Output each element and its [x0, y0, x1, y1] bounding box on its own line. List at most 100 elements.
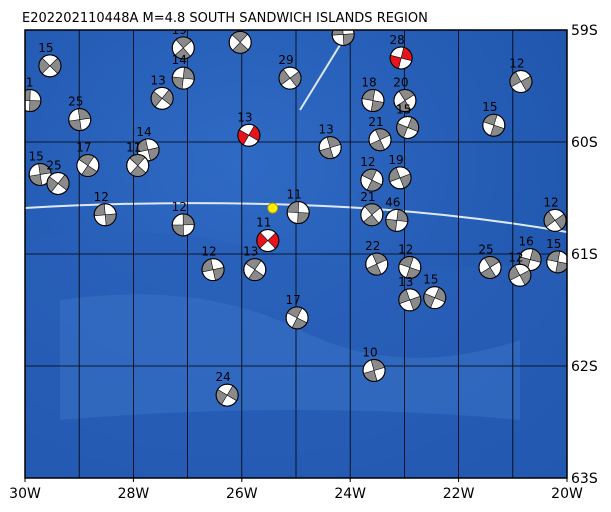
- beachball-edge: [318, 136, 342, 160]
- beachball-edge: [368, 128, 392, 152]
- depth-label: 11: [287, 188, 302, 202]
- focal-mechanism: [201, 258, 225, 282]
- depth-label: 21: [368, 115, 383, 129]
- focal-mechanism: [126, 154, 150, 178]
- depth-label: 12: [509, 57, 524, 71]
- beachball-edge: [285, 306, 309, 330]
- beachball-edge: [237, 123, 261, 147]
- beachball-edge: [76, 154, 100, 178]
- focal-mechanism: [482, 113, 506, 137]
- depth-label: 13: [237, 110, 252, 124]
- depth-label: 12: [172, 200, 187, 214]
- focal-mechanism: [360, 168, 384, 192]
- x-tick-label: 20W: [551, 486, 583, 502]
- focal-mechanism: [398, 255, 422, 279]
- depth-label: 16: [519, 235, 534, 249]
- focal-mechanism: [546, 250, 567, 274]
- beachball-edge: [331, 30, 355, 46]
- beachball-edge: [201, 258, 225, 282]
- focal-mechanism: [68, 108, 92, 132]
- fracture-zone: [299, 44, 341, 111]
- focal-mechanism: [423, 286, 447, 310]
- focal-mechanism: [318, 136, 342, 160]
- focal-mechanism: [28, 162, 52, 186]
- depth-label: 11: [256, 216, 271, 230]
- y-tick-label: 62S: [571, 359, 598, 375]
- beachball-edge: [398, 288, 422, 312]
- focal-mechanism: [76, 154, 100, 178]
- depth-label: 28: [390, 33, 405, 47]
- x-tick-label: 30W: [9, 486, 41, 502]
- depth-label: 20: [393, 76, 408, 90]
- depth-label: 15: [396, 102, 411, 116]
- beachball-edge: [423, 286, 447, 310]
- beachball-edge: [543, 208, 567, 232]
- beachball-edge: [171, 66, 195, 90]
- x-tick-label: 26W: [226, 486, 258, 502]
- beachball-edge: [509, 70, 533, 94]
- focal-mechanism: [385, 208, 409, 232]
- depth-label: 17: [285, 293, 300, 307]
- focal-mechanism: [25, 89, 42, 113]
- y-tick-label: 59S: [571, 23, 598, 39]
- depth-label: 29: [278, 53, 293, 67]
- beachball-edge: [482, 113, 506, 137]
- focal-mechanism: [286, 201, 310, 225]
- depth-label: 15: [38, 41, 53, 55]
- focal-mechanism: [478, 255, 502, 279]
- focal-mechanism: [362, 358, 386, 382]
- y-tick-label: 63S: [571, 471, 598, 487]
- beachball-edge: [171, 36, 195, 60]
- depth-label: 12: [360, 155, 375, 169]
- depth-label: 18: [361, 76, 376, 90]
- depth-label: 12: [398, 242, 413, 256]
- depth-label: 15: [423, 273, 438, 287]
- x-tick-label: 22W: [443, 486, 475, 502]
- focal-mechanism: [150, 86, 174, 110]
- focal-mechanism: [237, 123, 261, 147]
- beachball-edge: [243, 258, 267, 282]
- focal-mechanism: [508, 263, 532, 287]
- bathymetry: [60, 294, 520, 420]
- beachball-edge: [171, 213, 195, 237]
- focal-mechanism: [243, 258, 267, 282]
- depth-label: 31: [18, 76, 33, 90]
- beachball-edge: [228, 30, 252, 54]
- beachball-edge: [38, 54, 62, 78]
- beachball-edge: [25, 89, 42, 113]
- focal-mechanism: [171, 36, 195, 60]
- focal-mechanism: [509, 70, 533, 94]
- focal-mechanism: [361, 89, 385, 113]
- epicenter: [267, 202, 279, 214]
- focal-mechanism: [365, 252, 389, 276]
- depth-label: 14: [136, 125, 151, 139]
- focal-mechanism: [331, 30, 355, 46]
- depth-label: 21: [360, 190, 375, 204]
- beachball-edge: [508, 263, 532, 287]
- depth-label: 11: [126, 141, 141, 155]
- depth-label: 22: [365, 239, 380, 253]
- depth-label: 13: [319, 123, 334, 137]
- beachball-edge: [68, 108, 92, 132]
- depth-label: 17: [76, 141, 91, 155]
- depth-label: 24: [216, 370, 231, 384]
- beachball-edge: [93, 203, 117, 227]
- beachball-edge: [215, 383, 239, 407]
- focal-mechanism: [393, 89, 417, 113]
- focal-mechanism: [388, 166, 412, 190]
- beachball-edge: [388, 166, 412, 190]
- depth-label: 12: [508, 250, 523, 264]
- beachball-edge: [361, 89, 385, 113]
- depth-label: 15: [482, 100, 497, 114]
- focal-mechanism: [368, 128, 392, 152]
- beachball-edge: [385, 208, 409, 232]
- depth-label: 19: [388, 153, 403, 167]
- focal-mechanism: [389, 46, 413, 70]
- depth-label: 14: [172, 53, 187, 67]
- depth-label: 46: [385, 195, 400, 209]
- focal-mechanism: [285, 306, 309, 330]
- beachball-edge: [362, 358, 386, 382]
- beachball-edge: [150, 86, 174, 110]
